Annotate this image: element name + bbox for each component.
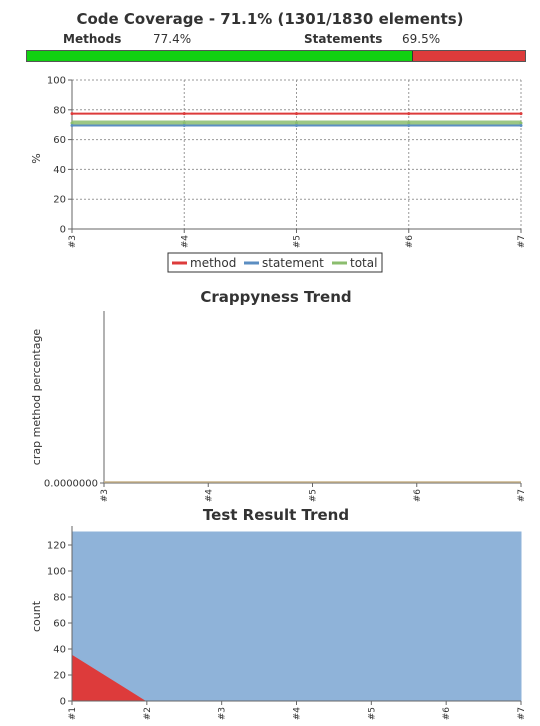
x-tick-label: #1 bbox=[68, 707, 78, 720]
x-tick-label: #5 bbox=[309, 489, 319, 502]
y-tick-label: 0 bbox=[60, 697, 66, 708]
series-area-1 bbox=[71, 531, 522, 702]
coverage-bar bbox=[26, 50, 526, 62]
y-tick-label: 100 bbox=[47, 76, 66, 87]
x-tick-label: #5 bbox=[367, 707, 377, 720]
y-tick-label: 120 bbox=[47, 541, 66, 552]
x-tick-label: #3 bbox=[100, 489, 110, 502]
crappyness-title: Crappyness Trend bbox=[200, 288, 352, 306]
data-point-total bbox=[182, 121, 186, 125]
methods-value: 77.4% bbox=[153, 32, 192, 46]
data-point-statement bbox=[295, 123, 298, 127]
x-tick-label: #7 bbox=[517, 489, 527, 502]
coverage-trend-chart: 0 20 40 60 80 100 #3 #4 #5 #6 #7% method statement to… bbox=[30, 76, 527, 273]
x-tick-label: #4 bbox=[293, 707, 303, 721]
x-tick-label: #6 bbox=[442, 707, 452, 721]
y-axis-label: crap method percentage bbox=[30, 329, 43, 466]
y-tick-label: 40 bbox=[53, 645, 66, 656]
y-tick-label: 80 bbox=[53, 105, 66, 116]
y-axis-label: % bbox=[30, 153, 43, 163]
legend-label-total: total bbox=[350, 256, 377, 270]
legend-label-statement: statement bbox=[262, 256, 324, 270]
crappyness-trend-chart: #3 #4 #5 #6 #7 0.0000000 crap method percentag… bbox=[30, 311, 527, 503]
data-point-method bbox=[70, 112, 74, 116]
x-tick-label: #7 bbox=[517, 707, 527, 720]
legend-box bbox=[167, 252, 383, 273]
coverage-title: Code Coverage - 71.1% (1301/1830 element… bbox=[76, 10, 464, 28]
test-result-trend-chart: 0 20 40 60 80 100 120 #1 #2 #3 #4 #5 #6 #7 count bbox=[30, 526, 527, 721]
data-point-method bbox=[295, 112, 298, 116]
y-axis-label: count bbox=[30, 600, 43, 632]
x-tick-label: #6 bbox=[405, 235, 415, 249]
coverage-bar-covered bbox=[27, 51, 413, 61]
methods-label: Methods bbox=[63, 32, 122, 46]
data-point-statement bbox=[407, 123, 411, 127]
data-point-statement bbox=[182, 123, 186, 127]
data-point-total bbox=[519, 121, 523, 125]
x-tick-label: #4 bbox=[180, 235, 190, 249]
y-tick-label: 0 bbox=[60, 225, 66, 236]
data-point-statement bbox=[70, 123, 74, 127]
data-point-method bbox=[182, 112, 186, 116]
y-tick-label: 60 bbox=[53, 619, 66, 630]
y-tick-label: 40 bbox=[53, 165, 66, 176]
data-point-method bbox=[407, 112, 411, 116]
x-tick-label: #2 bbox=[143, 707, 153, 720]
x-tick-label: #3 bbox=[218, 707, 228, 720]
data-point-statement bbox=[519, 123, 523, 127]
y-tick-label: 0.0000000 bbox=[44, 479, 98, 490]
data-point-total bbox=[407, 121, 411, 125]
y-tick-label: 20 bbox=[53, 671, 66, 682]
statements-label: Statements bbox=[304, 32, 383, 46]
y-tick-label: 60 bbox=[53, 135, 66, 146]
data-point-total bbox=[70, 121, 74, 125]
legend-label-method: method bbox=[190, 256, 236, 270]
data-point-total bbox=[295, 121, 298, 125]
y-tick-label: 20 bbox=[53, 195, 66, 206]
y-tick-label: 80 bbox=[53, 593, 66, 604]
x-tick-label: #3 bbox=[68, 235, 78, 248]
y-tick-label: 100 bbox=[47, 567, 66, 578]
data-point-method bbox=[519, 112, 523, 116]
x-tick-label: #6 bbox=[413, 489, 423, 503]
x-tick-label: #7 bbox=[517, 235, 527, 248]
test-result-title: Test Result Trend bbox=[202, 506, 350, 524]
x-tick-label: #4 bbox=[204, 489, 214, 503]
plot-area bbox=[72, 80, 521, 229]
x-tick-label: #5 bbox=[293, 235, 303, 248]
coverage-bar-uncovered bbox=[412, 51, 525, 61]
statements-value: 69.5% bbox=[402, 32, 441, 46]
